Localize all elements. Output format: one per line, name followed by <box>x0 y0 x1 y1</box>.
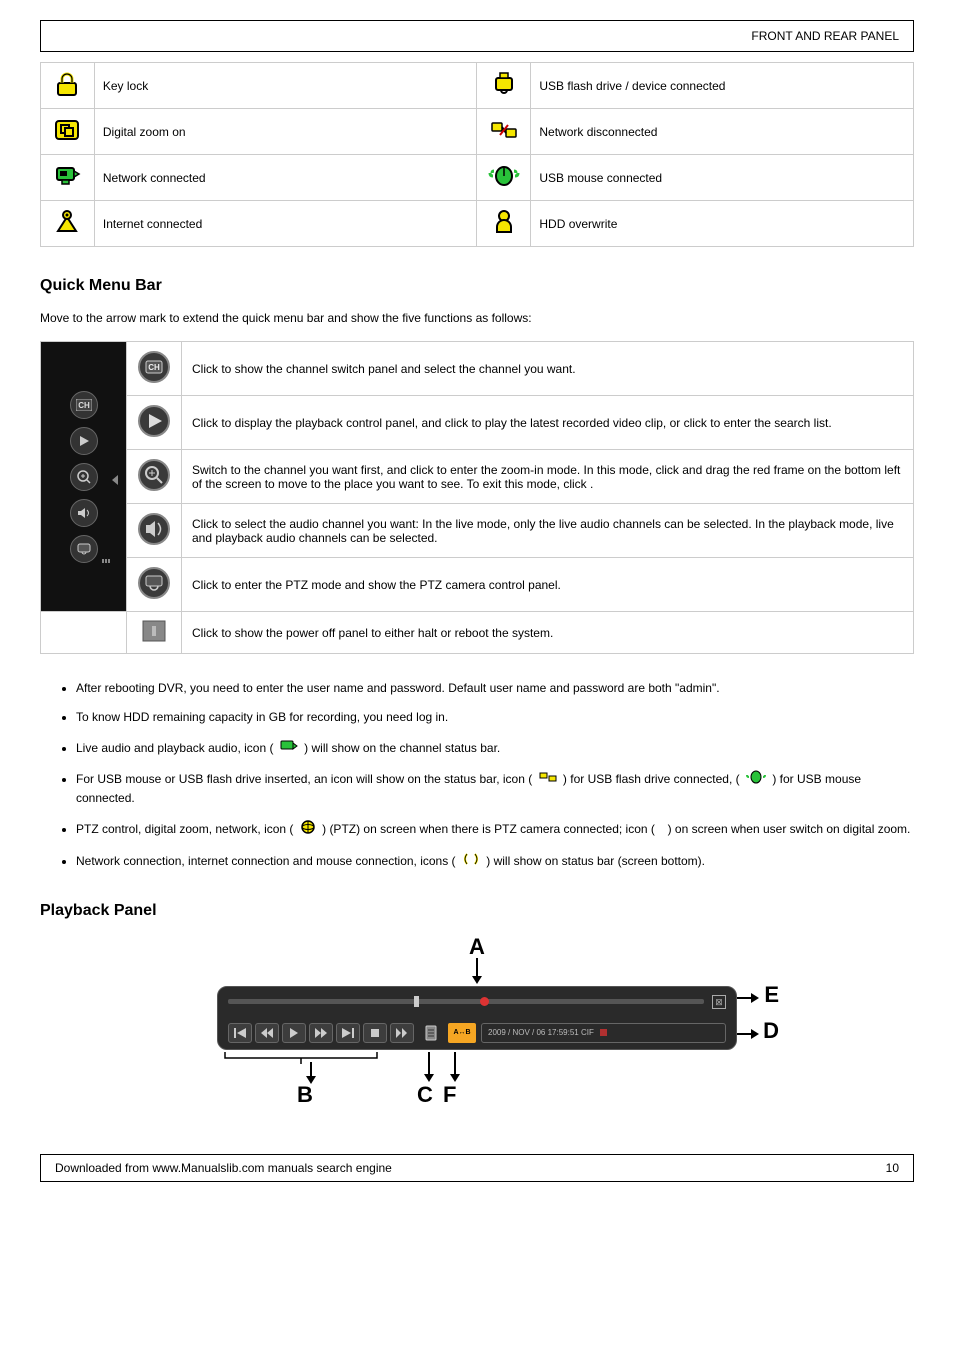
label: Digital zoom on <box>94 109 477 155</box>
ab-repeat-button[interactable]: A↔B <box>448 1023 476 1043</box>
network-icons <box>462 852 480 871</box>
playback-heading: Playback Panel <box>40 902 914 920</box>
play-button[interactable] <box>282 1023 306 1043</box>
label: Network disconnected <box>531 109 914 155</box>
event-marker <box>480 997 489 1006</box>
ptz-globe-icon <box>300 819 316 840</box>
arrow-icon <box>470 958 484 984</box>
audio-icon <box>70 499 98 527</box>
network-disconnected-icon <box>477 109 531 155</box>
label-b: B <box>297 1082 313 1108</box>
arrow-icon <box>423 1052 435 1082</box>
label: Network connected <box>94 155 477 201</box>
header-text: FRONT AND REAR PANEL <box>751 29 899 43</box>
internet-icon <box>41 201 95 247</box>
network-connected-icon <box>280 739 298 758</box>
play-icon <box>70 427 98 455</box>
list-item: PTZ control, digital zoom, network, icon… <box>76 819 914 840</box>
footer-source: Downloaded from www.Manualslib.com manua… <box>55 1161 392 1175</box>
list-item: To know HDD remaining capacity in GB for… <box>76 709 914 726</box>
prev-clip-button[interactable] <box>228 1023 252 1043</box>
label-e: E <box>764 982 779 1008</box>
quick-menu-intro: Move to the arrow mark to extend the qui… <box>40 309 914 327</box>
quick-menu-table: CH CH Click to show the channel switch p… <box>40 341 914 654</box>
ch-button-icon: CH <box>127 342 182 396</box>
page-header: FRONT AND REAR PANEL <box>40 20 914 52</box>
table-row: Key lock USB flash drive / device connec… <box>41 63 914 109</box>
ptz-icon <box>70 535 98 563</box>
arrow-icon <box>305 1062 317 1084</box>
brace-icon <box>223 1050 385 1066</box>
network-connected-icon <box>41 155 95 201</box>
event-list-button[interactable] <box>417 1023 445 1043</box>
list-item: Live audio and playback audio, icon ( ) … <box>76 739 914 758</box>
hdd-overwrite-icon <box>477 201 531 247</box>
record-indicator-icon <box>600 1029 607 1036</box>
page-number: 10 <box>886 1161 899 1175</box>
table-row: Digital zoom on Network disconnected <box>41 109 914 155</box>
ptz-button-icon <box>127 558 182 612</box>
close-icon[interactable]: ⊠ <box>712 995 726 1009</box>
label: USB flash drive / device connected <box>531 63 914 109</box>
quick-item-desc: Click to enter the PTZ mode and show the… <box>182 558 914 612</box>
mouse-connected-icon <box>477 155 531 201</box>
quick-item-desc: Click to show the power off panel to eit… <box>182 612 914 654</box>
svg-text:CH: CH <box>148 363 160 372</box>
playback-panel-diagram: A ⊠ A↔B 2009 / NOV / 06 17:59:51 CIF <box>217 934 737 1124</box>
list-item: Network connection, internet connection … <box>76 852 914 871</box>
rewind-button[interactable] <box>255 1023 279 1043</box>
arrow-icon <box>737 1028 759 1040</box>
step-button[interactable] <box>390 1023 414 1043</box>
label: Internet connected <box>94 201 477 247</box>
next-clip-button[interactable] <box>336 1023 360 1043</box>
playback-panel: ⊠ A↔B 2009 / NOV / 06 17:59:51 CIF <box>217 986 737 1050</box>
page-footer: Downloaded from www.Manualslib.com manua… <box>40 1154 914 1182</box>
zoom-icon <box>41 109 95 155</box>
usb-drive-icon <box>477 63 531 109</box>
list-item: For USB mouse or USB flash drive inserte… <box>76 770 914 807</box>
lock-icon <box>41 63 95 109</box>
playback-timestamp: 2009 / NOV / 06 17:59:51 CIF <box>481 1023 726 1043</box>
collapse-icon <box>112 475 118 485</box>
power-button-icon <box>127 612 182 654</box>
empty-cell <box>41 612 127 654</box>
playback-button-icon <box>127 396 182 450</box>
svg-text:CH: CH <box>78 401 90 410</box>
network-disconnected-icon <box>539 770 557 789</box>
table-row: Internet connected HDD overwrite <box>41 201 914 247</box>
label: Key lock <box>94 63 477 109</box>
progress-knob[interactable] <box>414 996 419 1007</box>
list-item: After rebooting DVR, you need to enter t… <box>76 680 914 697</box>
quick-item-desc: Click to show the channel switch panel a… <box>182 342 914 396</box>
stop-button[interactable] <box>363 1023 387 1043</box>
label-c: C <box>417 1082 433 1108</box>
table-row: Network connected USB mouse connected <box>41 155 914 201</box>
quick-item-desc: Switch to the channel you want first, an… <box>182 450 914 504</box>
label: HDD overwrite <box>531 201 914 247</box>
quick-menu-heading: Quick Menu Bar <box>40 277 914 295</box>
quick-item-desc: Click to select the audio channel you wa… <box>182 504 914 558</box>
arrow-icon <box>737 992 759 1004</box>
zoom-button-icon <box>127 450 182 504</box>
label-d: D <box>763 1018 779 1044</box>
notes-list: After rebooting DVR, you need to enter t… <box>76 680 914 872</box>
zoom-plus-icon <box>70 463 98 491</box>
label-f: F <box>443 1082 456 1108</box>
mouse-connected-icon <box>746 770 766 789</box>
quick-item-desc: Click to display the playback control pa… <box>182 396 914 450</box>
fast-forward-button[interactable] <box>309 1023 333 1043</box>
label: USB mouse connected <box>531 155 914 201</box>
label-a: A <box>469 934 485 960</box>
quick-menu-strip: CH <box>41 342 127 612</box>
ch-icon: CH <box>70 391 98 419</box>
arrow-icon <box>449 1052 461 1082</box>
audio-button-icon <box>127 504 182 558</box>
progress-track[interactable] <box>228 999 704 1004</box>
icon-legend-table: Key lock USB flash drive / device connec… <box>40 62 914 247</box>
